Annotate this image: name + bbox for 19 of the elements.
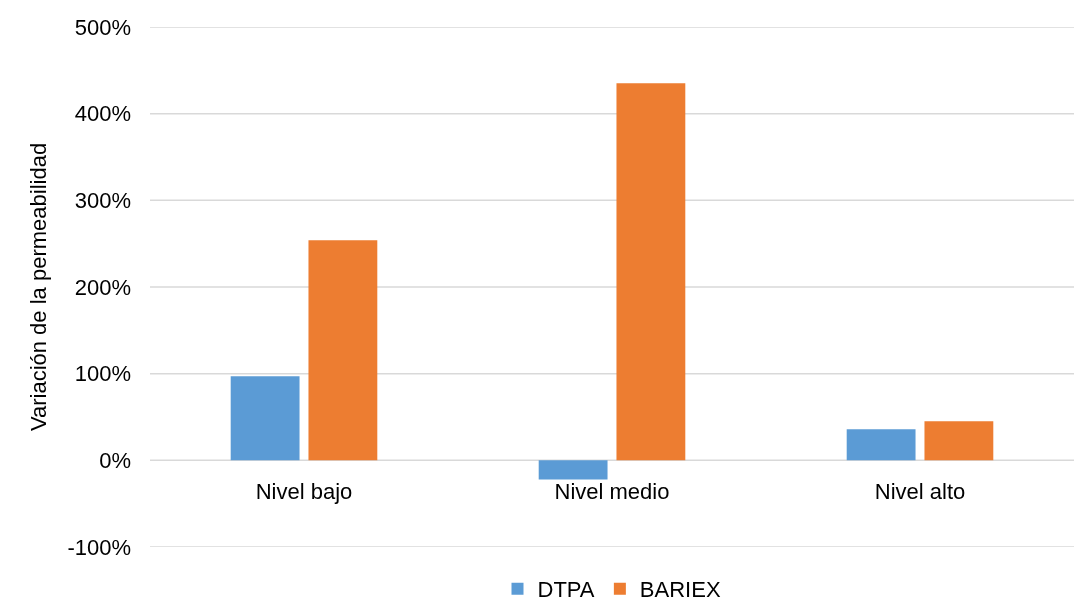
bar: [538, 460, 608, 480]
bar: [308, 240, 378, 461]
y-tick-label: 300%: [74, 188, 131, 214]
legend-label: BARIEX: [639, 577, 721, 603]
bar: [846, 429, 916, 461]
x-tick-label: Nivel alto: [874, 479, 966, 505]
x-tick-label: Nivel medio: [554, 479, 670, 505]
bar: [924, 421, 994, 461]
y-tick-label: 100%: [74, 361, 131, 387]
bar: [616, 83, 686, 461]
y-tick-label: 400%: [74, 101, 131, 127]
y-axis-title: Variación de la permeabilidad: [26, 142, 52, 432]
legend-label: DTPA: [537, 577, 595, 603]
bar: [230, 376, 300, 461]
x-tick-label: Nivel bajo: [255, 479, 353, 505]
y-tick-label: 0%: [99, 448, 131, 474]
y-tick-label: -100%: [67, 534, 131, 560]
y-tick-label: 500%: [74, 14, 131, 40]
y-tick-label: 200%: [74, 274, 131, 300]
